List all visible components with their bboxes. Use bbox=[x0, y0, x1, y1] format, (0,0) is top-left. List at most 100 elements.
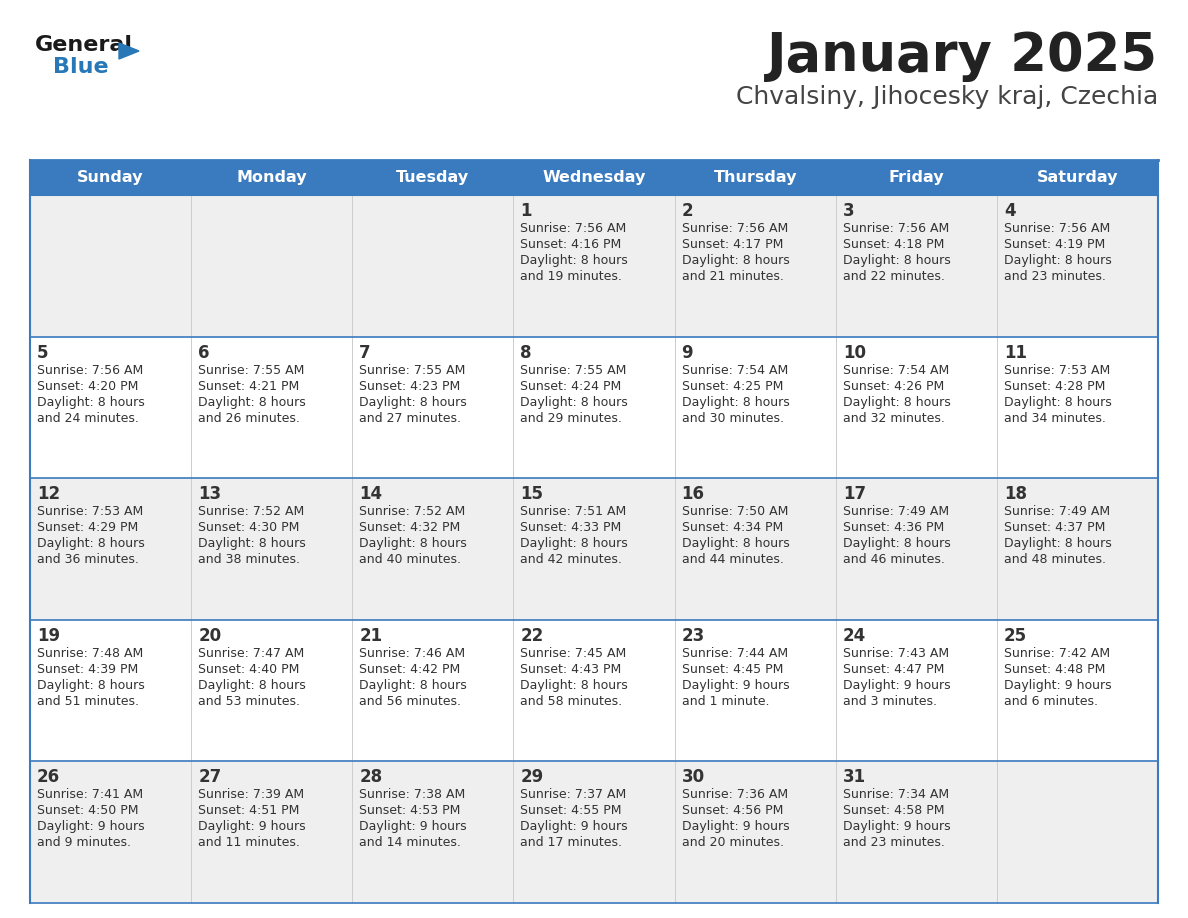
Text: Sunset: 4:20 PM: Sunset: 4:20 PM bbox=[37, 380, 138, 393]
Text: Sunrise: 7:53 AM: Sunrise: 7:53 AM bbox=[1004, 364, 1110, 376]
Text: Daylight: 9 hours: Daylight: 9 hours bbox=[842, 678, 950, 692]
Text: and 19 minutes.: and 19 minutes. bbox=[520, 270, 623, 283]
Text: and 58 minutes.: and 58 minutes. bbox=[520, 695, 623, 708]
Bar bbox=[30, 620, 1158, 761]
Text: Tuesday: Tuesday bbox=[397, 170, 469, 185]
Text: Sunrise: 7:39 AM: Sunrise: 7:39 AM bbox=[198, 789, 304, 801]
Polygon shape bbox=[119, 43, 139, 59]
Text: and 27 minutes.: and 27 minutes. bbox=[359, 411, 461, 425]
Text: Sunrise: 7:44 AM: Sunrise: 7:44 AM bbox=[682, 647, 788, 660]
Bar bbox=[30, 337, 1158, 478]
Text: 16: 16 bbox=[682, 486, 704, 503]
Text: 15: 15 bbox=[520, 486, 543, 503]
Text: and 9 minutes.: and 9 minutes. bbox=[37, 836, 131, 849]
Text: Sunrise: 7:54 AM: Sunrise: 7:54 AM bbox=[682, 364, 788, 376]
Text: Sunrise: 7:55 AM: Sunrise: 7:55 AM bbox=[359, 364, 466, 376]
Text: Friday: Friday bbox=[889, 170, 944, 185]
Text: 2: 2 bbox=[682, 202, 693, 220]
Text: Sunset: 4:50 PM: Sunset: 4:50 PM bbox=[37, 804, 139, 817]
Text: Sunset: 4:47 PM: Sunset: 4:47 PM bbox=[842, 663, 944, 676]
Text: and 34 minutes.: and 34 minutes. bbox=[1004, 411, 1106, 425]
Text: and 32 minutes.: and 32 minutes. bbox=[842, 411, 944, 425]
Text: 23: 23 bbox=[682, 627, 704, 644]
Text: and 24 minutes.: and 24 minutes. bbox=[37, 411, 139, 425]
Text: January 2025: January 2025 bbox=[767, 30, 1158, 82]
Text: 3: 3 bbox=[842, 202, 854, 220]
Text: Sunset: 4:56 PM: Sunset: 4:56 PM bbox=[682, 804, 783, 817]
Text: Sunset: 4:17 PM: Sunset: 4:17 PM bbox=[682, 238, 783, 251]
Text: Sunrise: 7:49 AM: Sunrise: 7:49 AM bbox=[1004, 505, 1110, 518]
Text: and 48 minutes.: and 48 minutes. bbox=[1004, 554, 1106, 566]
Text: Blue: Blue bbox=[53, 57, 108, 77]
Text: Sunrise: 7:45 AM: Sunrise: 7:45 AM bbox=[520, 647, 627, 660]
Text: and 14 minutes.: and 14 minutes. bbox=[359, 836, 461, 849]
Bar bbox=[675, 160, 835, 195]
Text: Sunset: 4:55 PM: Sunset: 4:55 PM bbox=[520, 804, 623, 817]
Text: Sunset: 4:40 PM: Sunset: 4:40 PM bbox=[198, 663, 299, 676]
Text: Sunrise: 7:52 AM: Sunrise: 7:52 AM bbox=[359, 505, 466, 518]
Bar bbox=[835, 160, 997, 195]
Text: Daylight: 9 hours: Daylight: 9 hours bbox=[682, 678, 789, 692]
Text: Daylight: 9 hours: Daylight: 9 hours bbox=[359, 821, 467, 834]
Bar bbox=[513, 160, 675, 195]
Text: 4: 4 bbox=[1004, 202, 1016, 220]
Text: 10: 10 bbox=[842, 343, 866, 362]
Text: Sunrise: 7:48 AM: Sunrise: 7:48 AM bbox=[37, 647, 144, 660]
Text: Daylight: 8 hours: Daylight: 8 hours bbox=[842, 254, 950, 267]
Text: Sunrise: 7:42 AM: Sunrise: 7:42 AM bbox=[1004, 647, 1110, 660]
Text: and 40 minutes.: and 40 minutes. bbox=[359, 554, 461, 566]
Text: and 6 minutes.: and 6 minutes. bbox=[1004, 695, 1098, 708]
Text: Daylight: 9 hours: Daylight: 9 hours bbox=[520, 821, 628, 834]
Text: Daylight: 8 hours: Daylight: 8 hours bbox=[520, 537, 628, 550]
Bar bbox=[997, 160, 1158, 195]
Text: Daylight: 8 hours: Daylight: 8 hours bbox=[520, 396, 628, 409]
Text: Sunset: 4:24 PM: Sunset: 4:24 PM bbox=[520, 380, 621, 393]
Bar bbox=[30, 478, 1158, 620]
Text: Daylight: 8 hours: Daylight: 8 hours bbox=[520, 678, 628, 692]
Text: Daylight: 8 hours: Daylight: 8 hours bbox=[842, 396, 950, 409]
Text: 17: 17 bbox=[842, 486, 866, 503]
Text: Daylight: 9 hours: Daylight: 9 hours bbox=[842, 821, 950, 834]
Text: 27: 27 bbox=[198, 768, 221, 787]
Text: Sunrise: 7:53 AM: Sunrise: 7:53 AM bbox=[37, 505, 144, 518]
Text: Sunset: 4:48 PM: Sunset: 4:48 PM bbox=[1004, 663, 1105, 676]
Text: Daylight: 9 hours: Daylight: 9 hours bbox=[682, 821, 789, 834]
Text: Sunset: 4:32 PM: Sunset: 4:32 PM bbox=[359, 521, 461, 534]
Text: Sunset: 4:23 PM: Sunset: 4:23 PM bbox=[359, 380, 461, 393]
Text: Sunrise: 7:36 AM: Sunrise: 7:36 AM bbox=[682, 789, 788, 801]
Text: Daylight: 8 hours: Daylight: 8 hours bbox=[198, 396, 305, 409]
Text: Daylight: 8 hours: Daylight: 8 hours bbox=[198, 537, 305, 550]
Text: and 20 minutes.: and 20 minutes. bbox=[682, 836, 784, 849]
Text: and 26 minutes.: and 26 minutes. bbox=[198, 411, 301, 425]
Text: Sunset: 4:43 PM: Sunset: 4:43 PM bbox=[520, 663, 621, 676]
Text: Daylight: 9 hours: Daylight: 9 hours bbox=[198, 821, 305, 834]
Text: Sunset: 4:42 PM: Sunset: 4:42 PM bbox=[359, 663, 461, 676]
Bar bbox=[30, 160, 191, 195]
Text: and 36 minutes.: and 36 minutes. bbox=[37, 554, 139, 566]
Bar bbox=[30, 761, 1158, 903]
Text: Daylight: 8 hours: Daylight: 8 hours bbox=[359, 396, 467, 409]
Text: Daylight: 8 hours: Daylight: 8 hours bbox=[1004, 396, 1112, 409]
Text: Sunrise: 7:47 AM: Sunrise: 7:47 AM bbox=[198, 647, 304, 660]
Text: Sunrise: 7:56 AM: Sunrise: 7:56 AM bbox=[1004, 222, 1110, 235]
Text: Sunrise: 7:46 AM: Sunrise: 7:46 AM bbox=[359, 647, 466, 660]
Text: Sunset: 4:16 PM: Sunset: 4:16 PM bbox=[520, 238, 621, 251]
Text: Sunday: Sunday bbox=[77, 170, 144, 185]
Text: and 3 minutes.: and 3 minutes. bbox=[842, 695, 936, 708]
Text: 28: 28 bbox=[359, 768, 383, 787]
Text: Sunset: 4:53 PM: Sunset: 4:53 PM bbox=[359, 804, 461, 817]
Text: and 56 minutes.: and 56 minutes. bbox=[359, 695, 461, 708]
Text: Sunrise: 7:55 AM: Sunrise: 7:55 AM bbox=[520, 364, 627, 376]
Text: Daylight: 8 hours: Daylight: 8 hours bbox=[1004, 537, 1112, 550]
Text: 24: 24 bbox=[842, 627, 866, 644]
Text: 13: 13 bbox=[198, 486, 221, 503]
Text: Sunrise: 7:55 AM: Sunrise: 7:55 AM bbox=[198, 364, 304, 376]
Text: Sunset: 4:25 PM: Sunset: 4:25 PM bbox=[682, 380, 783, 393]
Text: Sunset: 4:58 PM: Sunset: 4:58 PM bbox=[842, 804, 944, 817]
Text: 9: 9 bbox=[682, 343, 693, 362]
Text: Sunrise: 7:43 AM: Sunrise: 7:43 AM bbox=[842, 647, 949, 660]
Text: and 46 minutes.: and 46 minutes. bbox=[842, 554, 944, 566]
Text: Sunrise: 7:52 AM: Sunrise: 7:52 AM bbox=[198, 505, 304, 518]
Text: 21: 21 bbox=[359, 627, 383, 644]
Text: Daylight: 8 hours: Daylight: 8 hours bbox=[682, 396, 789, 409]
